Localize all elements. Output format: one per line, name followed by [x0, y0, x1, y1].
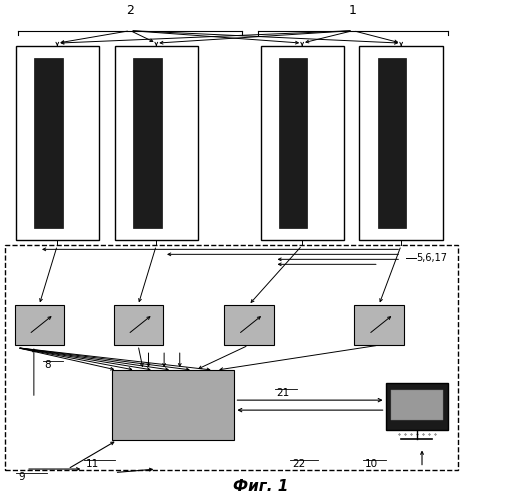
Bar — [260, 46, 344, 240]
Text: 21: 21 — [276, 388, 289, 398]
Text: Фиг. 1: Фиг. 1 — [233, 479, 288, 494]
Bar — [15, 306, 64, 345]
Bar — [359, 46, 443, 240]
Bar — [391, 390, 443, 420]
Bar — [133, 58, 162, 228]
Bar — [114, 306, 163, 345]
Bar — [112, 370, 234, 440]
Text: 1: 1 — [349, 4, 357, 16]
Text: 10: 10 — [365, 459, 378, 469]
Text: 8: 8 — [44, 360, 51, 370]
Bar — [386, 382, 448, 430]
Text: 5,6,17: 5,6,17 — [416, 253, 447, 263]
Bar — [224, 306, 274, 345]
Bar — [378, 58, 406, 228]
Text: 2: 2 — [126, 4, 134, 16]
Text: 11: 11 — [86, 459, 99, 469]
Text: 22: 22 — [292, 459, 305, 469]
Text: 9: 9 — [18, 472, 25, 482]
Bar — [279, 58, 307, 228]
Bar — [115, 46, 198, 240]
Bar — [354, 306, 404, 345]
Bar — [5, 246, 458, 470]
Bar — [16, 46, 99, 240]
Bar — [34, 58, 63, 228]
